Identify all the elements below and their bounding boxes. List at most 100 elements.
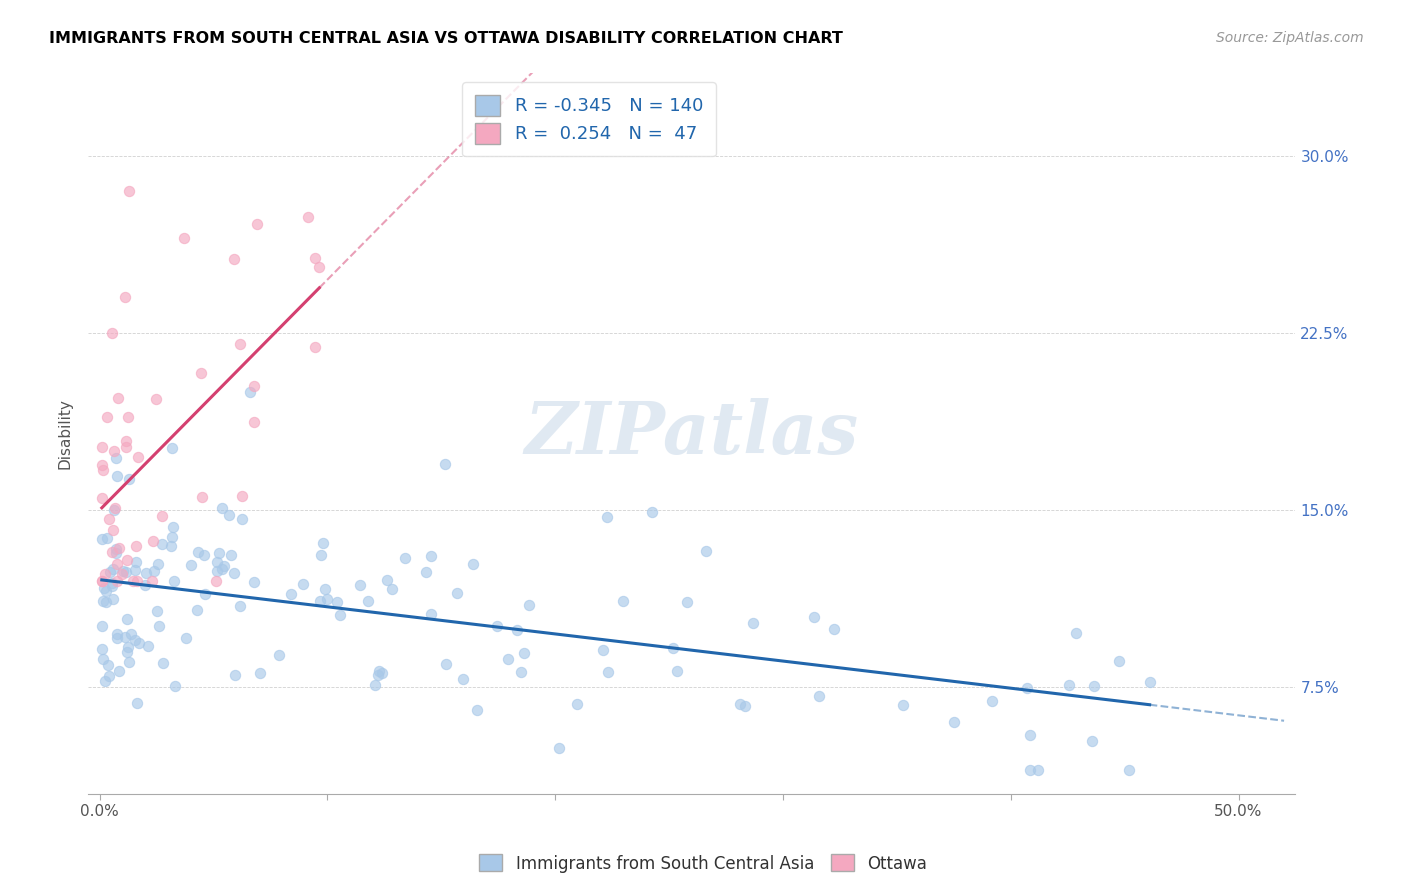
Point [90,574,112,588]
Point [134,578,156,592]
Point [91,462,114,476]
Point [125,539,148,553]
Point [93,582,115,596]
Point [446,586,468,600]
Point [231,512,253,526]
Point [124,563,146,577]
Point [1019,763,1042,777]
Legend: R = -0.345   N = 140, R =  0.254   N =  47: R = -0.345 N = 140, R = 0.254 N = 47 [463,82,716,156]
Point [105,632,128,646]
Point [105,468,128,483]
Point [121,574,143,588]
Point [211,562,233,576]
Point [90,642,112,657]
Point [143,565,166,579]
Point [97,657,120,672]
Point [174,631,197,645]
Point [367,668,389,682]
Point [349,578,371,592]
Point [1081,734,1104,748]
Point [100,579,122,593]
Point [112,564,135,578]
Point [125,555,148,569]
Point [162,442,184,456]
Point [114,290,136,304]
Point [90,491,112,505]
Point [592,643,614,657]
Point [101,545,124,559]
Point [100,326,122,340]
Point [419,549,441,564]
Point [101,562,124,576]
Point [381,582,404,596]
Point [124,632,146,647]
Point [243,575,266,590]
Point [695,543,717,558]
Point [186,603,208,617]
Point [114,630,136,644]
Point [823,623,845,637]
Point [103,503,125,517]
Point [152,509,174,524]
Point [98,669,121,683]
Point [160,539,183,553]
Point [567,697,589,711]
Point [93,566,115,581]
Point [163,574,186,588]
Point [218,508,240,522]
Point [115,553,138,567]
Point [94,674,117,689]
Point [328,607,350,622]
Point [463,558,485,572]
Text: Source: ZipAtlas.com: Source: ZipAtlas.com [1216,31,1364,45]
Point [117,655,139,669]
Point [120,627,142,641]
Point [97,512,120,526]
Point [224,667,246,681]
Point [371,666,394,681]
Point [1108,655,1130,669]
Point [107,664,129,678]
Point [231,489,253,503]
Point [420,607,443,622]
Point [103,523,125,537]
Point [128,636,150,650]
Point [451,673,474,687]
Point [212,559,235,574]
Point [101,591,124,606]
Point [808,689,831,703]
Point [891,698,914,713]
Point [280,587,302,601]
Point [308,593,330,607]
Point [741,615,763,630]
Point [510,665,533,680]
Point [146,558,169,572]
Point [297,210,319,224]
Point [224,252,246,267]
Point [125,696,148,710]
Point [239,384,262,399]
Y-axis label: Disability: Disability [58,398,72,468]
Point [486,619,509,633]
Legend: Immigrants from South Central Asia, Ottawa: Immigrants from South Central Asia, Otta… [472,847,934,880]
Point [1066,625,1088,640]
Point [105,574,128,588]
Point [434,657,457,672]
Point [665,665,688,679]
Point [105,627,128,641]
Point [325,595,347,609]
Point [1018,728,1040,742]
Point [107,391,129,405]
Point [105,557,128,571]
Point [308,260,330,274]
Point [1118,763,1140,777]
Point [314,582,336,596]
Point [730,698,752,712]
Point [114,566,136,580]
Point [312,535,335,549]
Point [90,533,112,547]
Point [207,546,229,560]
Point [1015,681,1038,695]
Point [117,409,139,424]
Point [150,537,173,551]
